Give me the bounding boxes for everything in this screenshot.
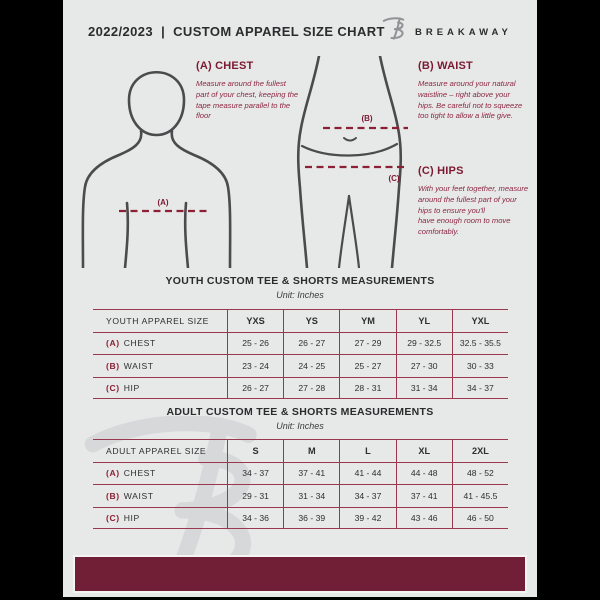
youth-table-unit: Unit: Inches	[276, 290, 324, 300]
adult-size-s: S	[227, 439, 284, 462]
table-cell: 41 - 45.5	[451, 484, 508, 507]
size-chart-page: 2022/2023 | CUSTOM APPAREL SIZE CHART BR…	[63, 0, 537, 597]
adult-hip-row-label: (C) HIP	[93, 506, 227, 529]
row-label: CHEST	[123, 468, 156, 479]
table-cell: 24 - 25	[283, 354, 340, 377]
row-label: WAIST	[123, 490, 154, 501]
youth-waist-row-label: (B) WAIST	[93, 354, 227, 377]
youth-hip-row-label: (C) HIP	[93, 376, 227, 399]
row-label: CHEST	[123, 338, 156, 349]
table-cell: 26 - 27	[227, 376, 284, 399]
chest-instructions: (A) CHEST Measure around the fullest par…	[196, 60, 299, 122]
table-cell: 25 - 27	[339, 354, 396, 377]
adult-table-unit: Unit: Inches	[276, 421, 324, 431]
waist-body-text: Measure around your natural waistline – …	[418, 79, 523, 121]
row-key: (B)	[106, 360, 120, 371]
adult-size-table: ADULT APPAREL SIZE S M L XL 2XL (A) CHES…	[93, 439, 508, 529]
youth-size-table: YOUTH APPAREL SIZE YXS YS YM YL YXL (A) …	[93, 309, 508, 399]
hips-instructions: (C) HIPS With your feet together, measur…	[418, 165, 531, 238]
table-cell: 39 - 42	[339, 506, 396, 529]
table-cell: 37 - 41	[395, 484, 452, 507]
table-cell: 34 - 36	[227, 506, 284, 529]
table-cell: 30 - 33	[451, 354, 508, 377]
table-cell: 34 - 37	[339, 484, 396, 507]
table-cell: 25 - 26	[227, 331, 284, 354]
table-cell: 37 - 41	[283, 461, 340, 484]
brand-name: BREAKAWAY	[415, 27, 512, 38]
youth-size-ys: YS	[283, 309, 340, 332]
waist-marker-label: (B)	[361, 114, 372, 123]
table-cell: 26 - 27	[283, 331, 340, 354]
table-cell: 27 - 30	[395, 354, 452, 377]
row-label: HIP	[123, 382, 140, 393]
table-cell: 44 - 48	[395, 461, 452, 484]
adult-size-l: L	[339, 439, 396, 462]
adult-chest-row-label: (A) CHEST	[93, 461, 227, 485]
table-cell: 23 - 24	[227, 354, 284, 377]
youth-size-yxs: YXS	[227, 309, 284, 332]
youth-col-header: YOUTH APPAREL SIZE	[93, 309, 227, 332]
hips-marker-label: (C)	[388, 174, 399, 183]
row-label: HIP	[123, 512, 140, 523]
table-cell: 34 - 37	[451, 376, 508, 399]
breakaway-b-logo-icon	[382, 17, 405, 40]
adult-waist-row-label: (B) WAIST	[93, 484, 227, 507]
row-key: (C)	[106, 512, 120, 523]
youth-size-ym: YM	[339, 309, 396, 332]
page-title: 2022/2023 | CUSTOM APPAREL SIZE CHART	[88, 24, 385, 39]
lower-body-diagram: (B) (C)	[296, 56, 408, 268]
footer-bar	[73, 555, 527, 593]
youth-table-title: YOUTH CUSTOM TEE & SHORTS MEASUREMENTS	[165, 275, 435, 287]
torso-diagram: (A)	[81, 70, 232, 268]
waist-heading: (B) WAIST	[418, 60, 473, 72]
chest-heading: (A) CHEST	[196, 60, 254, 72]
youth-size-yxl: YXL	[451, 309, 508, 332]
youth-size-yl: YL	[395, 309, 452, 332]
table-cell: 36 - 39	[283, 506, 340, 529]
table-cell: 48 - 52	[451, 461, 508, 484]
table-cell: 43 - 46	[395, 506, 452, 529]
row-key: (A)	[106, 338, 120, 349]
table-cell: 29 - 32.5	[395, 331, 452, 354]
table-cell: 46 - 50	[451, 506, 508, 529]
youth-chest-row-label: (A) CHEST	[93, 331, 227, 355]
table-cell: 27 - 29	[339, 331, 396, 354]
adult-table-title: ADULT CUSTOM TEE & SHORTS MEASUREMENTS	[166, 406, 434, 418]
waist-instructions: (B) WAIST Measure around your natural wa…	[418, 60, 528, 122]
table-cell: 31 - 34	[395, 376, 452, 399]
hips-body-text: With your feet together, measure around …	[418, 184, 529, 237]
row-key: (C)	[106, 382, 120, 393]
chest-marker-label: (A)	[157, 198, 168, 207]
row-key: (B)	[106, 490, 120, 501]
row-key: (A)	[106, 468, 120, 479]
table-cell: 27 - 28	[283, 376, 340, 399]
chest-body-text: Measure around the fullest part of your …	[196, 79, 299, 121]
table-cell: 32.5 - 35.5	[451, 331, 508, 354]
adult-size-2xl: 2XL	[451, 439, 508, 462]
table-cell: 31 - 34	[283, 484, 340, 507]
hips-heading: (C) HIPS	[418, 165, 464, 177]
adult-col-header: ADULT APPAREL SIZE	[93, 439, 227, 462]
row-label: WAIST	[123, 360, 154, 371]
adult-size-xl: XL	[395, 439, 452, 462]
table-cell: 28 - 31	[339, 376, 396, 399]
table-cell: 29 - 31	[227, 484, 284, 507]
table-cell: 34 - 37	[227, 461, 284, 484]
table-cell: 41 - 44	[339, 461, 396, 484]
adult-size-m: M	[283, 439, 340, 462]
